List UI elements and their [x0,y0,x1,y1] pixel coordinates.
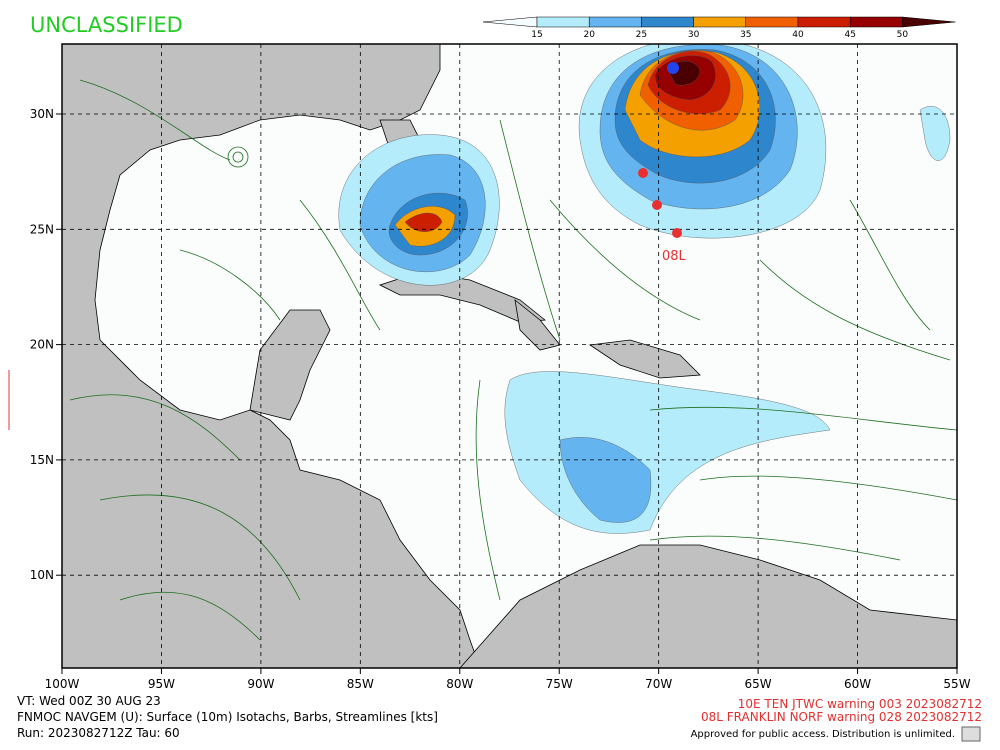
lat-label: 20N [30,338,54,352]
lat-label: 25N [30,222,54,236]
lon-label: 90W [247,677,274,691]
logo [961,726,981,742]
colorbar-extend [482,16,538,28]
colorbar-label: 15 [531,30,542,40]
lon-label: 100W [45,677,80,691]
colorbar-label: 25 [636,30,647,40]
colorbar-swatch [745,16,799,28]
colorbar-extend [902,16,956,28]
colorbar-label: 45 [844,30,855,40]
release: Approved for public access. Distribution… [691,729,955,740]
graticule [62,44,957,668]
storm-label: 08L [662,249,687,264]
colorbar-label: 20 [583,30,595,40]
lon-label: 60W [844,677,871,691]
lat-label: 10N [30,568,54,582]
colorbar: 15 20 25 30 35 40 45 50 [482,16,956,40]
axis-labels: 100W 95W 90W 85W 80W 75W 70W 65W 60W 55W 30N 25N 20N… [30,107,971,691]
colorbar-label: 50 [897,30,909,40]
lon-label: 85W [347,677,374,691]
streamlines [69,79,957,641]
colorbar-swatch [641,16,694,28]
lon-label: 55W [943,677,970,691]
warning: 10E TEN JTWC warning 003 2023082712 [738,697,982,711]
lat-label: 30N [30,107,54,121]
land [62,44,957,668]
colorbar-label: 30 [688,30,700,40]
storm-track [638,62,682,238]
lon-label: 80W [446,677,473,691]
colorbar-swatch [797,16,851,28]
colorbar-label: 35 [740,30,751,40]
lon-label: 65W [745,677,772,691]
product: FNMOC NAVGEM (U): Surface (10m) Isotachs… [17,710,438,724]
valid-time: VT: Wed 00Z 30 AUG 23 [17,694,161,708]
colorbar-swatch [849,16,903,28]
colorbar-label: 40 [792,30,804,40]
map-area: 08L [62,44,957,668]
classification: UNCLASSIFIED [30,13,183,37]
lat-label: 15N [30,453,54,467]
colorbar-swatch [588,16,642,28]
colorbar-swatch [693,16,747,28]
warning: 08L FRANKLIN NORF warning 028 2023082712 [701,710,982,724]
lon-label: 75W [546,677,573,691]
lon-label: 70W [645,677,672,691]
lon-label: 95W [148,677,175,691]
map-frame [61,43,958,669]
run-info: Run: 2023082712Z Tau: 60 [17,726,180,740]
colorbar-swatch [536,16,590,28]
